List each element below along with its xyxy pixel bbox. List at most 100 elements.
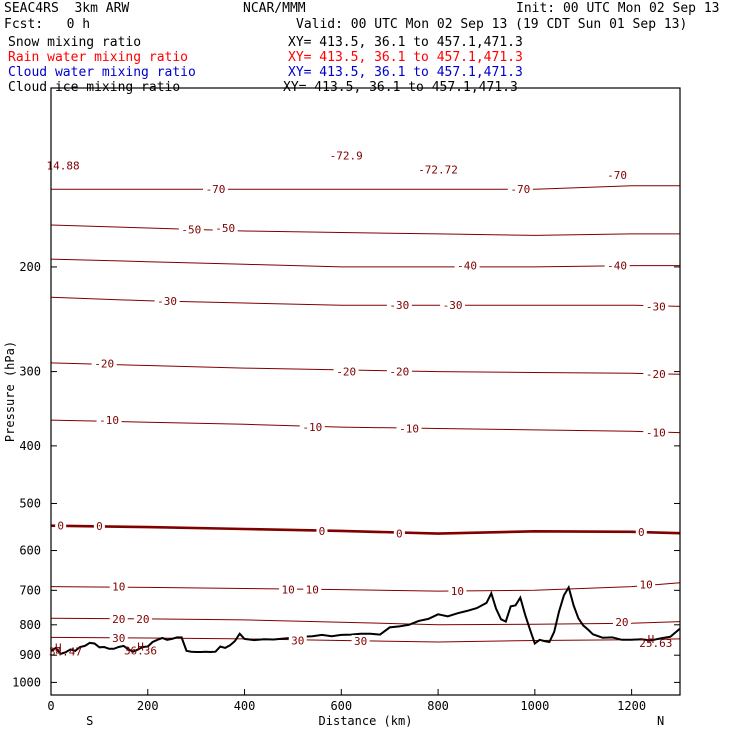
isotherm-line <box>50 224 680 236</box>
y-tick-label: 900 <box>19 648 41 662</box>
contour-label-bg <box>351 635 370 648</box>
contour-label-bg <box>507 183 533 196</box>
contour-label-bg <box>93 520 105 533</box>
y-tick-label: 700 <box>19 583 41 597</box>
y-tick-label: 500 <box>19 496 41 510</box>
x-tick-label: 1000 <box>520 699 549 713</box>
contour-label: -30 <box>646 300 666 313</box>
x-tick-label: 800 <box>427 699 449 713</box>
isotherm-line <box>50 582 681 592</box>
contour-label: -50 <box>181 223 201 236</box>
contour-label: -10 <box>99 414 119 427</box>
terrain-profile <box>50 584 681 655</box>
terrain-line <box>50 584 681 655</box>
field-name-snow: Snow mixing ratio <box>8 35 142 50</box>
contour-label-bg <box>635 525 647 538</box>
contour-label: -40 <box>607 260 627 273</box>
contour-label-bg <box>393 527 405 540</box>
contour-label: 10 <box>640 579 653 592</box>
init-time: Init: 00 UTC Mon 02 Sep 13 <box>516 1 720 16</box>
x-axis-label: Distance (km) <box>319 714 413 728</box>
extrema-label: H <box>648 633 655 646</box>
isotherm-line <box>50 419 681 434</box>
contour-label: -20 <box>94 358 114 371</box>
contour-label-bg <box>386 299 412 312</box>
contour-label-bg <box>454 259 480 272</box>
contour-label: 0 <box>57 520 64 533</box>
contour-label-bg <box>643 368 669 381</box>
extrema-label: 14.88 <box>47 159 80 172</box>
axes: 0 200 400 600 800 1000 12002003004005006007008… <box>3 260 680 728</box>
contour-label-bg <box>299 421 325 434</box>
plot-frame <box>50 87 681 696</box>
contour-label-bg <box>333 365 359 378</box>
contour-label-bg <box>133 612 152 625</box>
contour-label-bg <box>637 578 656 591</box>
y-tick-label: 1000 <box>12 675 41 689</box>
extrema-label: H <box>55 642 62 655</box>
isotherm-line <box>50 296 681 307</box>
x-tick-label: 200 <box>137 699 159 713</box>
contour-label-bg <box>604 168 630 181</box>
y-tick-label: 200 <box>19 260 41 274</box>
contour-labels: -70 -72.9 -72.72 -70 -70 -50 -50 -40 -40 -30 -30 -3… <box>47 149 672 659</box>
extrema-label: 36.36 <box>124 645 157 658</box>
contour-label: -10 <box>646 427 666 440</box>
contour-label-bg <box>415 163 462 176</box>
field-xy-cloud-water: XY= 413.5, 36.1 to 457.1,471.3 <box>288 65 523 80</box>
contour-label: -72.9 <box>330 150 363 163</box>
field-name-cloud-water: Cloud water mixing ratio <box>8 65 196 80</box>
contour-label-bg <box>212 221 238 234</box>
contour-label: 30 <box>112 632 125 645</box>
contour-label-bg <box>203 183 229 196</box>
contour-label: 10 <box>306 584 319 597</box>
north-endpoint-label: N <box>657 714 664 728</box>
x-tick-label: 1200 <box>617 699 646 713</box>
contour-label: 30 <box>354 635 367 648</box>
x-tick-label: 600 <box>330 699 352 713</box>
isotherm-line <box>51 185 680 190</box>
contour-label: -40 <box>457 260 477 273</box>
contour-label: 0 <box>396 528 403 541</box>
forecast-hour: Fcst: 0 h <box>4 17 91 32</box>
contour-label-bg <box>643 426 669 439</box>
contour-label: 10 <box>281 584 294 597</box>
y-tick-label: 600 <box>19 544 41 558</box>
contour-label: 0 <box>96 520 103 533</box>
contour-label-bg <box>91 357 117 370</box>
contour-label: 0 <box>319 525 326 538</box>
y-tick-label: 400 <box>19 439 41 453</box>
contour-label-bg <box>178 223 204 236</box>
contour-label-bg <box>154 294 180 307</box>
contour-label-bg <box>55 519 67 532</box>
extrema-label: 25.63 <box>639 637 672 650</box>
contour-label: -20 <box>336 366 356 379</box>
contour-label-bg <box>96 414 122 427</box>
field-name-rain: Rain water mixing ratio <box>8 50 189 65</box>
contour-label: -10 <box>302 421 322 434</box>
extrema-label: H <box>137 640 144 653</box>
y-tick-label: 300 <box>19 365 41 379</box>
contour-label-bg <box>612 616 631 629</box>
valid-time: Valid: 00 UTC Mon 02 Sep 13 (19 CDT Sun … <box>296 17 688 32</box>
contour-label-bg <box>316 524 328 537</box>
contour-label-bg <box>288 634 307 647</box>
contour-label: 30 <box>291 634 304 647</box>
contour-label-bg <box>279 583 298 596</box>
contour-label: -30 <box>389 299 409 312</box>
contour-label-bg <box>386 365 412 378</box>
contour-label-bg <box>643 300 669 313</box>
contour-label-bg <box>604 259 630 272</box>
contour-label-bg <box>326 149 366 162</box>
y-axis-label: Pressure (hPa) <box>3 341 17 442</box>
contour-label-bg <box>396 422 422 435</box>
field-xy-snow: XY= 413.5, 36.1 to 457.1,471.3 <box>288 35 523 50</box>
x-tick-label: 400 <box>234 699 256 713</box>
contour-label: -70 <box>510 183 530 196</box>
south-endpoint-label: S <box>86 714 93 728</box>
contour-label-bg <box>109 612 128 625</box>
contour-label: -70 <box>607 169 627 182</box>
model-title: SEAC4RS 3km ARW <box>4 1 130 16</box>
contour-label: 10 <box>451 585 464 598</box>
contour-label: -50 <box>215 222 235 235</box>
